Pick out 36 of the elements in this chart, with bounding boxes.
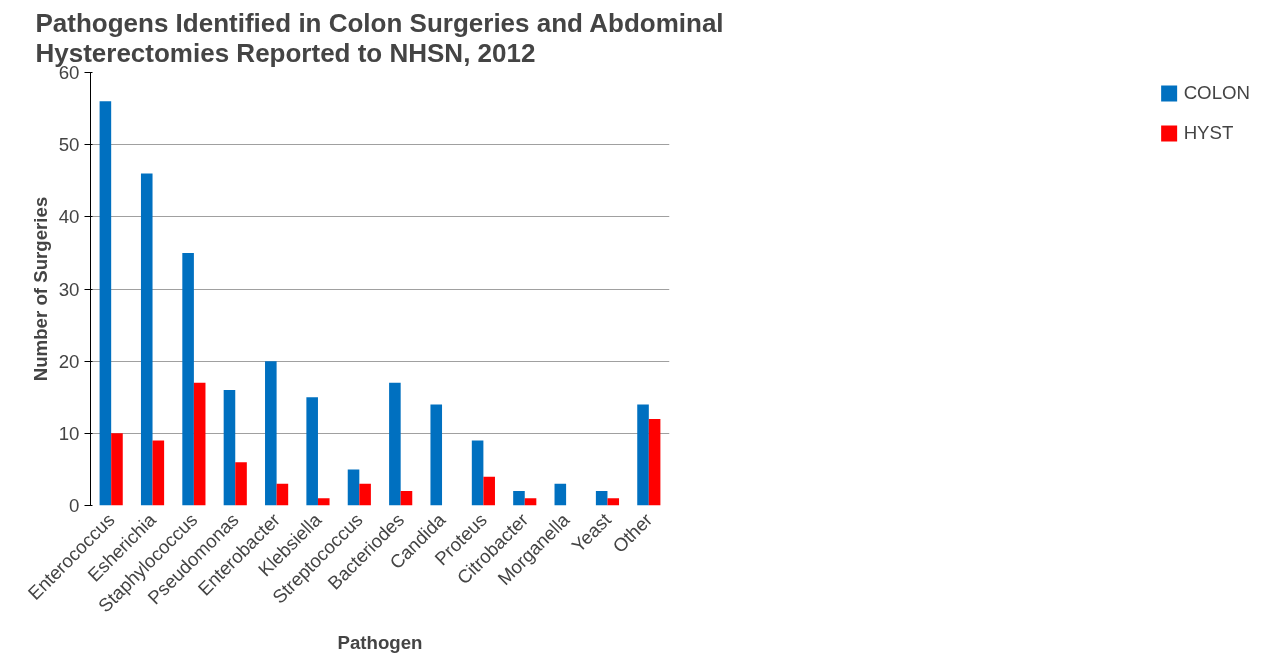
bar bbox=[524, 498, 537, 506]
bar bbox=[595, 491, 608, 506]
bar bbox=[513, 491, 525, 506]
y-axis-title: Number of Surgeries bbox=[29, 196, 51, 382]
bar bbox=[607, 498, 620, 506]
bar bbox=[389, 382, 401, 506]
y-tick-label: 30 bbox=[58, 278, 80, 300]
bar bbox=[223, 390, 236, 506]
bar bbox=[193, 382, 206, 506]
bar bbox=[471, 440, 484, 506]
bar bbox=[111, 433, 123, 506]
bar bbox=[276, 483, 289, 506]
y-tick-label: 20 bbox=[58, 350, 80, 372]
x-axis-title: Pathogen bbox=[337, 631, 423, 653]
bar bbox=[400, 491, 413, 506]
legend-label: HYST bbox=[1183, 122, 1234, 144]
y-tick-label: 0 bbox=[69, 495, 80, 516]
bar bbox=[265, 361, 277, 506]
y-tick-label: 40 bbox=[58, 206, 80, 228]
bar bbox=[182, 252, 194, 506]
bar bbox=[483, 476, 495, 506]
bar bbox=[317, 498, 330, 506]
bar bbox=[99, 101, 112, 506]
bar bbox=[140, 173, 153, 506]
bar bbox=[430, 404, 443, 506]
bar bbox=[359, 483, 371, 506]
bar bbox=[152, 440, 165, 506]
y-tick-label: 50 bbox=[58, 134, 80, 156]
bar bbox=[347, 469, 360, 506]
bar bbox=[554, 483, 567, 506]
bar bbox=[306, 397, 318, 506]
bar bbox=[235, 462, 247, 506]
bar bbox=[637, 404, 649, 506]
legend-label: COLON bbox=[1183, 82, 1250, 104]
bar bbox=[648, 418, 661, 506]
y-tick-label: 10 bbox=[58, 422, 80, 444]
